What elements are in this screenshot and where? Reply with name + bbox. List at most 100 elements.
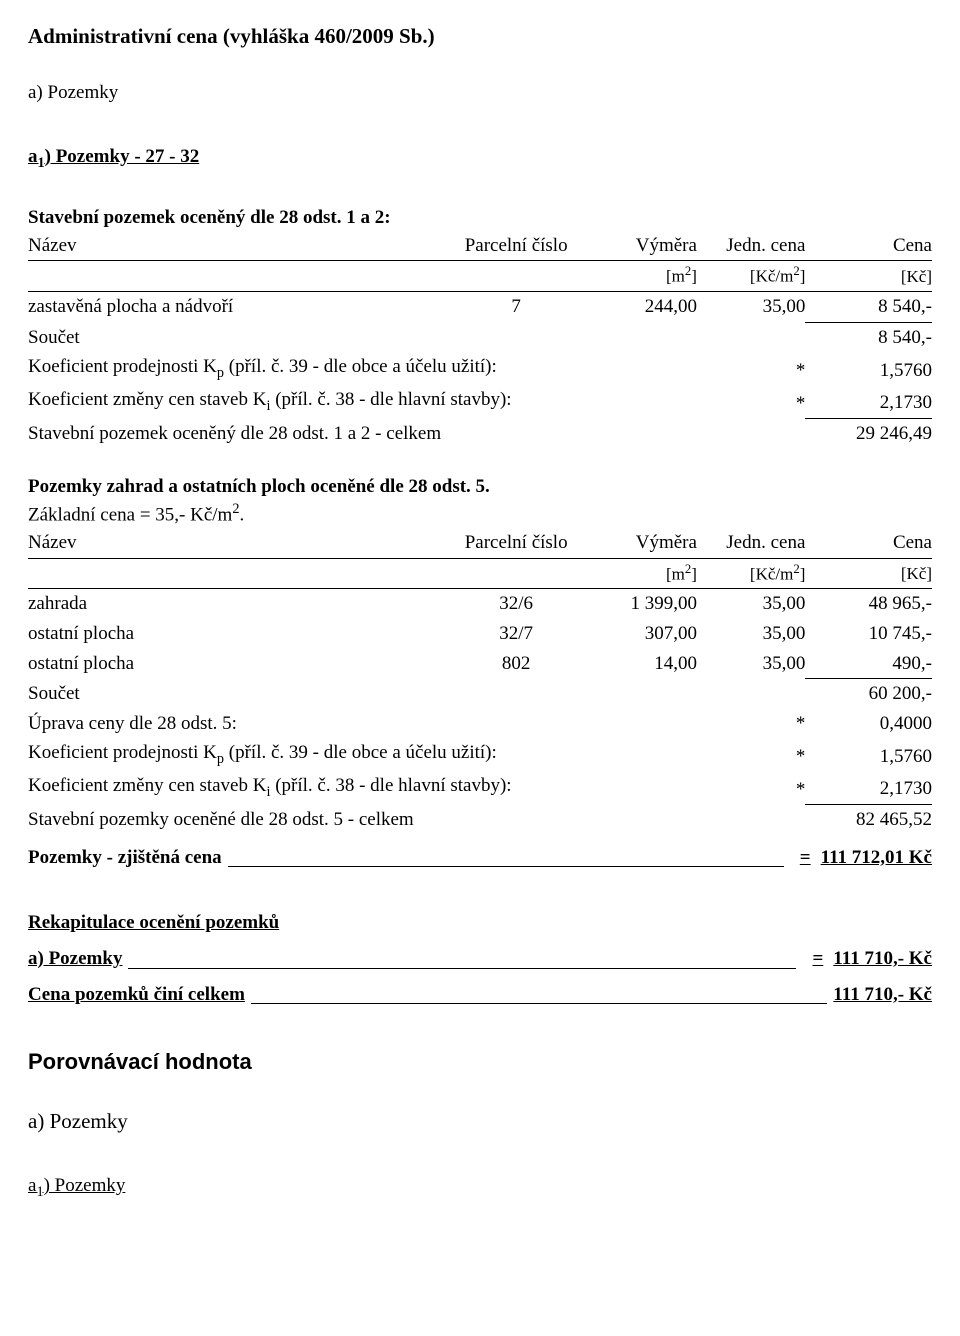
cell-parcel: 32/7 <box>462 619 570 649</box>
th-vymera: Výměra <box>570 528 697 558</box>
kp-star: * <box>697 352 805 385</box>
table-row: zahrada 32/6 1 399,00 35,00 48 965,- <box>28 589 932 619</box>
p1-kp-row: Koeficient prodejnosti Kp (příl. č. 39 -… <box>28 352 932 385</box>
a1-prefix: a <box>28 146 38 167</box>
p2-table: Název Parcelní číslo Výměra Jedn. cena C… <box>28 528 932 835</box>
total-label: Pozemky - zjištěná cena <box>28 845 222 871</box>
ki-label: Koeficient změny cen staveb Ki (příl. č.… <box>28 385 697 418</box>
celkem-label: Stavební pozemky oceněné dle 28 odst. 5 … <box>28 804 805 834</box>
p1-ki-row: Koeficient změny cen staveb Ki (příl. č.… <box>28 385 932 418</box>
kp-val: 1,5760 <box>805 352 932 385</box>
section-a-heading: a) Pozemky <box>28 80 932 106</box>
cell-m2: 244,00 <box>570 291 697 322</box>
cell-jc: 35,00 <box>697 291 805 322</box>
th-kc: [Kč] <box>805 261 932 292</box>
p2-base-price: Základní cena = 35,- Kč/m2. <box>28 500 932 528</box>
rekap-row-b: Cena pozemků činí celkem 111 710,- Kč <box>28 982 932 1008</box>
th-kcm2: [Kč/m2] <box>697 261 805 292</box>
cell-name: zahrada <box>28 589 462 619</box>
a1-sub: 1 <box>38 155 45 171</box>
celkem-val: 82 465,52 <box>805 804 932 834</box>
cell-jc: 35,00 <box>697 619 805 649</box>
ki-star: * <box>697 385 805 418</box>
p2-celkem-row: Stavební pozemky oceněné dle 28 odst. 5 … <box>28 804 932 834</box>
th-vymera: Výměra <box>570 231 697 261</box>
soucet-label: Součet <box>28 679 805 709</box>
rekap-a-label: a) Pozemky <box>28 946 122 972</box>
th-cena: Cena <box>805 231 932 261</box>
th-name: Název <box>28 528 462 558</box>
kp-sub: p <box>217 365 224 381</box>
table-row: zastavěná plocha a nádvoří 7 244,00 35,0… <box>28 291 932 322</box>
uprava-label: Úprava ceny dle 28 odst. 5: <box>28 709 697 739</box>
cell-parcel: 32/6 <box>462 589 570 619</box>
cell-cena: 10 745,- <box>805 619 932 649</box>
cell-m2: 1 399,00 <box>570 589 697 619</box>
th-m2: [m2] <box>570 558 697 589</box>
uprava-val: 0,4000 <box>805 709 932 739</box>
cell-m2: 14,00 <box>570 649 697 679</box>
soucet-label: Součet <box>28 322 805 352</box>
p1-table: Název Parcelní číslo Výměra Jedn. cena C… <box>28 231 932 449</box>
ki-val: 2,1730 <box>805 385 932 418</box>
ki-val: 2,1730 <box>805 771 932 804</box>
rekap-b-val: 111 710,- Kč <box>833 982 932 1008</box>
th-parcel: Parcelní číslo <box>462 231 570 261</box>
rekap-a-eq: = <box>802 946 833 972</box>
p2-soucet-row: Součet 60 200,- <box>28 679 932 709</box>
p1-soucet-row: Součet 8 540,- <box>28 322 932 352</box>
total-eq: = <box>790 845 821 871</box>
cell-jc: 35,00 <box>697 589 805 619</box>
celkem-val: 29 246,49 <box>805 418 932 448</box>
cell-name: ostatní plocha <box>28 649 462 679</box>
ki-label: Koeficient změny cen staveb Ki (příl. č.… <box>28 771 697 804</box>
p2-kp-row: Koeficient prodejnosti Kp (příl. č. 39 -… <box>28 738 932 771</box>
uprava-star: * <box>697 709 805 739</box>
cell-cena: 8 540,- <box>805 291 932 322</box>
total-val: 111 712,01 Kč <box>821 845 932 871</box>
page-title: Administrativní cena (vyhláška 460/2009 … <box>28 22 932 50</box>
cell-jc: 35,00 <box>697 649 805 679</box>
cell-name: ostatní plocha <box>28 619 462 649</box>
p2-ki-row: Koeficient změny cen staveb Ki (příl. č.… <box>28 771 932 804</box>
th-m2: [m2] <box>570 261 697 292</box>
a1b-rest: ) Pozemky <box>44 1175 126 1196</box>
th-kc: [Kč] <box>805 558 932 589</box>
rekap-title: Rekapitulace ocenění pozemků <box>28 910 932 936</box>
ki-b: (příl. č. 38 - dle hlavní stavby): <box>270 389 511 410</box>
kp-label: Koeficient prodejnosti Kp (příl. č. 39 -… <box>28 738 697 771</box>
cell-cena: 490,- <box>805 649 932 679</box>
rekap-a-val: 111 710,- Kč <box>833 946 932 972</box>
th-cena: Cena <box>805 528 932 558</box>
rekap-b-label: Cena pozemků činí celkem <box>28 982 245 1008</box>
ki-b: (příl. č. 38 - dle hlavní stavby): <box>270 775 511 796</box>
bp-dot: . <box>239 504 244 525</box>
kp-sub: p <box>217 751 224 767</box>
ki-a: Koeficient změny cen staveb K <box>28 775 266 796</box>
cell-cena: 48 965,- <box>805 589 932 619</box>
a1-rest: ) Pozemky - 27 - 32 <box>45 146 200 167</box>
porovnavaci-heading: Porovnávací hodnota <box>28 1047 932 1077</box>
rekap-row-a: a) Pozemky = 111 710,- Kč <box>28 946 932 972</box>
kp-a: Koeficient prodejnosti K <box>28 742 217 763</box>
th-parcel: Parcelní číslo <box>462 528 570 558</box>
th-kcm2: [Kč/m2] <box>697 558 805 589</box>
table-row: ostatní plocha 32/7 307,00 35,00 10 745,… <box>28 619 932 649</box>
kp-val: 1,5760 <box>805 738 932 771</box>
cell-parcel: 802 <box>462 649 570 679</box>
cell-name: zastavěná plocha a nádvoří <box>28 291 462 322</box>
p2-title: Pozemky zahrad a ostatních ploch oceněné… <box>28 474 932 500</box>
kp-b: (příl. č. 39 - dle obce a účelu užití): <box>224 356 497 377</box>
cell-m2: 307,00 <box>570 619 697 649</box>
kp-star: * <box>697 738 805 771</box>
total-row: Pozemky - zjištěná cena = 111 712,01 Kč <box>28 845 932 871</box>
soucet-val: 60 200,- <box>805 679 932 709</box>
ki-star: * <box>697 771 805 804</box>
kp-a: Koeficient prodejnosti K <box>28 356 217 377</box>
p2-uprava-row: Úprava ceny dle 28 odst. 5: * 0,4000 <box>28 709 932 739</box>
table-row: ostatní plocha 802 14,00 35,00 490,- <box>28 649 932 679</box>
a1b-sub: 1 <box>36 1184 43 1200</box>
section-a-heading-2: a) Pozemky <box>28 1107 932 1135</box>
kp-label: Koeficient prodejnosti Kp (příl. č. 39 -… <box>28 352 697 385</box>
p1-title: Stavební pozemek oceněný dle 28 odst. 1 … <box>28 205 932 231</box>
